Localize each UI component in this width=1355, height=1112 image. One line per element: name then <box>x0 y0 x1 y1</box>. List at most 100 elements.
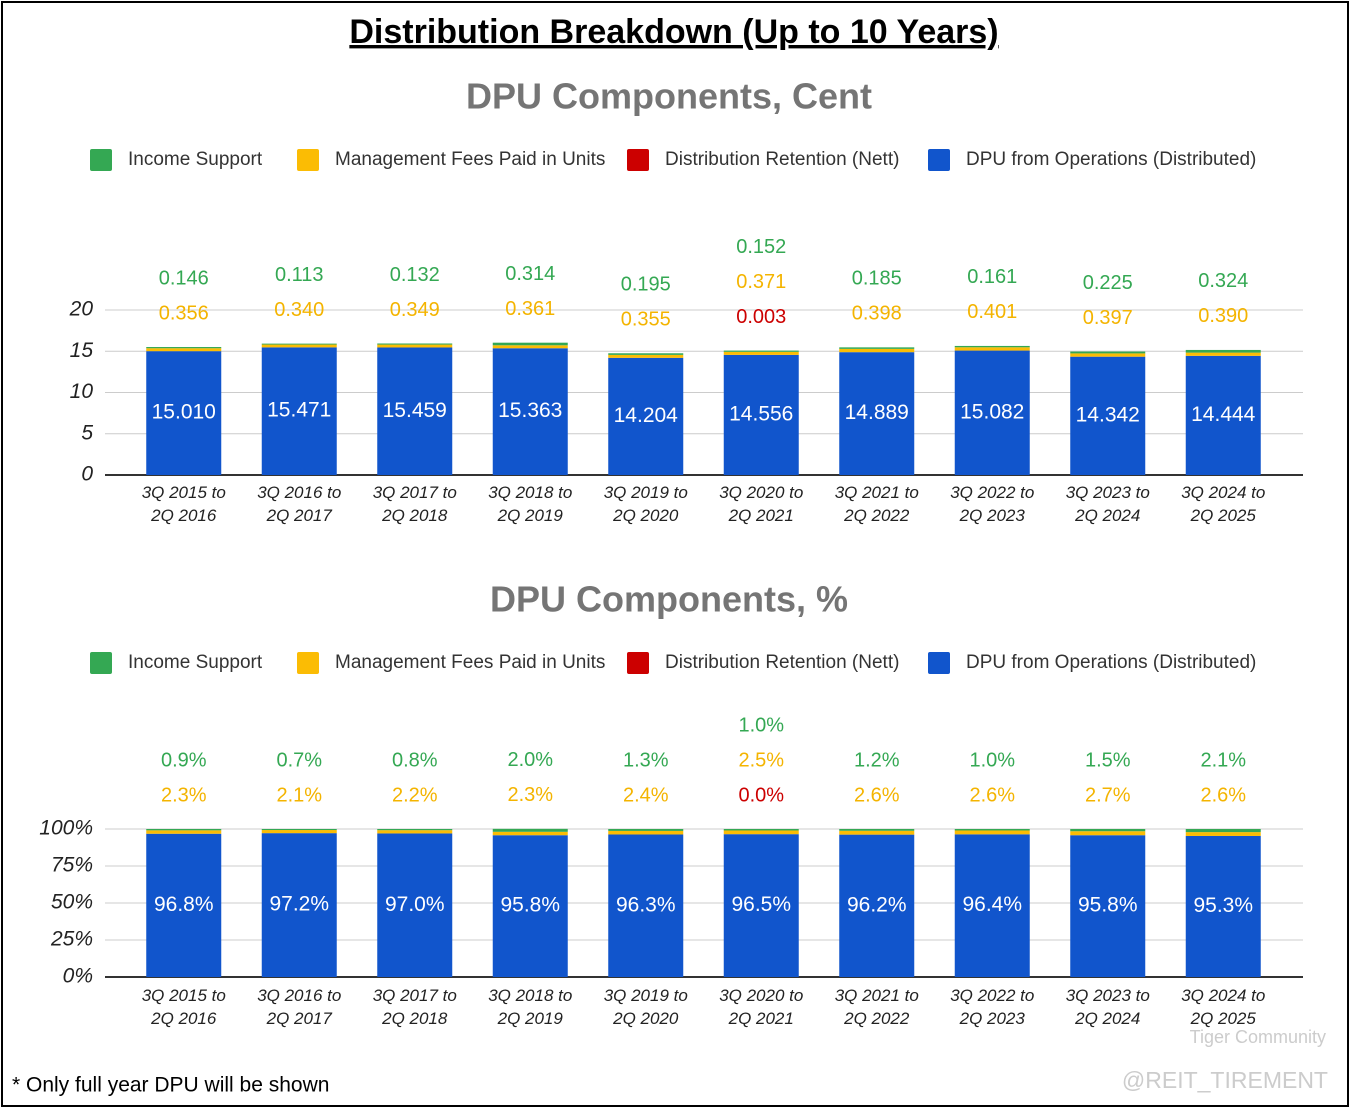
footnote: * Only full year DPU will be shown <box>12 1074 329 1097</box>
x-tick-label: 3Q 2023 to 2Q 2024 <box>1066 483 1150 525</box>
bar-value-label: 96.5% <box>731 893 791 916</box>
bar-segment <box>492 348 568 475</box>
data-label: 2.6% <box>854 784 900 806</box>
legend-swatch <box>928 652 950 674</box>
bar-segment <box>1185 832 1261 836</box>
data-label: 2.6% <box>1200 784 1246 806</box>
y-tick-label: 50% <box>51 891 93 914</box>
bar-segment <box>1070 353 1146 357</box>
legend-label: Management Fees Paid in Units <box>335 149 605 170</box>
legend-label: Management Fees Paid in Units <box>335 652 605 673</box>
legend-swatch <box>928 149 950 171</box>
data-label: 1.5% <box>1085 749 1131 771</box>
legend-label: DPU from Operations (Distributed) <box>966 652 1256 673</box>
x-tick-label: 3Q 2021 to 2Q 2022 <box>835 986 919 1028</box>
bar-segment <box>146 829 222 831</box>
y-tick-label: 15 <box>70 339 94 362</box>
legend-swatch <box>627 652 649 674</box>
bar-segment <box>1070 351 1146 354</box>
bar-value-label: 97.2% <box>269 893 329 916</box>
y-tick-label: 20 <box>69 298 94 321</box>
legend-label: Income Support <box>128 149 263 170</box>
data-label: 0.003 <box>736 306 786 328</box>
data-label: 2.3% <box>161 784 207 806</box>
bar-segment <box>839 834 915 977</box>
bar-segment <box>608 354 684 358</box>
bar-value-label: 15.082 <box>960 400 1024 423</box>
x-tick-label: 3Q 2017 to 2Q 2018 <box>373 483 457 525</box>
bar-segment <box>839 829 915 831</box>
bar-segment <box>954 829 1030 831</box>
x-tick-label: 3Q 2018 to 2Q 2019 <box>488 986 572 1028</box>
x-tick-label: 3Q 2017 to 2Q 2018 <box>373 986 457 1028</box>
bar-segment <box>261 830 337 834</box>
data-label: 0.397 <box>1083 307 1133 329</box>
bar-segment <box>146 348 222 352</box>
x-tick-label: 3Q 2024 to 2Q 2025 <box>1181 483 1265 525</box>
bar-value-label: 97.0% <box>385 893 445 916</box>
x-tick-label: 3Q 2016 to 2Q 2017 <box>257 986 341 1028</box>
bar-segment <box>261 833 337 977</box>
data-label: 0.355 <box>621 309 671 331</box>
legend-swatch <box>297 652 319 674</box>
bar-segment <box>261 344 337 348</box>
bar-segment <box>608 834 684 977</box>
bar-segment <box>377 833 453 977</box>
bar-segment <box>954 345 1030 348</box>
data-label: 0.0% <box>738 784 784 806</box>
watermark: Tiger Community <box>1190 1027 1326 1047</box>
data-label: 0.195 <box>621 274 671 296</box>
legend-label: Distribution Retention (Nett) <box>665 149 899 170</box>
bar-segment <box>1070 831 1146 836</box>
bar-value-label: 14.889 <box>845 401 909 424</box>
x-tick-label: 3Q 2019 to 2Q 2020 <box>604 986 688 1028</box>
legend-swatch <box>297 149 319 171</box>
bar-segment <box>1185 352 1261 356</box>
data-label: 1.3% <box>623 749 669 771</box>
bar-segment <box>608 353 684 355</box>
data-label: 0.398 <box>852 303 902 325</box>
y-tick-label: 100% <box>39 817 93 840</box>
bar-segment <box>608 357 684 475</box>
bar-segment <box>261 829 337 831</box>
bar-value-label: 96.8% <box>154 893 214 916</box>
legend-swatch <box>90 652 112 674</box>
bar-segment <box>261 343 337 345</box>
bar-segment <box>261 347 337 475</box>
legend-swatch <box>90 149 112 171</box>
data-label: 1.0% <box>738 714 784 736</box>
bar-segment <box>492 828 568 832</box>
data-label: 2.2% <box>392 784 438 806</box>
data-label: 0.324 <box>1198 270 1248 292</box>
bar-value-label: 15.363 <box>498 399 562 422</box>
bar-segment <box>377 347 453 475</box>
data-label: 2.1% <box>276 784 322 806</box>
data-label: 2.3% <box>507 784 553 806</box>
data-label: 0.401 <box>967 301 1017 323</box>
x-tick-label: 3Q 2021 to 2Q 2022 <box>835 483 919 525</box>
bar-segment <box>839 347 915 349</box>
x-tick-label: 3Q 2018 to 2Q 2019 <box>488 483 572 525</box>
bar-segment <box>1185 349 1261 353</box>
legend-label: Income Support <box>128 652 263 673</box>
bar-segment <box>723 829 799 831</box>
bar-segment <box>146 347 222 349</box>
legend-swatch <box>627 149 649 171</box>
bar-segment <box>1070 356 1146 475</box>
x-tick-label: 3Q 2022 to 2Q 2023 <box>950 986 1034 1028</box>
bar-segment <box>1070 829 1146 832</box>
data-label: 0.225 <box>1083 272 1133 294</box>
bar-value-label: 14.204 <box>614 404 679 427</box>
x-tick-label: 3Q 2020 to 2Q 2021 <box>719 483 803 525</box>
bar-segment <box>608 830 684 835</box>
bar-segment <box>1185 835 1261 977</box>
y-tick-label: 0% <box>63 965 93 988</box>
x-tick-label: 3Q 2023 to 2Q 2024 <box>1066 986 1150 1028</box>
bar-segment <box>608 829 684 831</box>
x-tick-label: 3Q 2019 to 2Q 2020 <box>604 483 688 525</box>
legend-label: DPU from Operations (Distributed) <box>966 149 1256 170</box>
bar-segment <box>954 830 1030 835</box>
bar-segment <box>146 351 222 475</box>
bar-segment <box>377 343 453 345</box>
data-label: 0.113 <box>275 264 324 286</box>
